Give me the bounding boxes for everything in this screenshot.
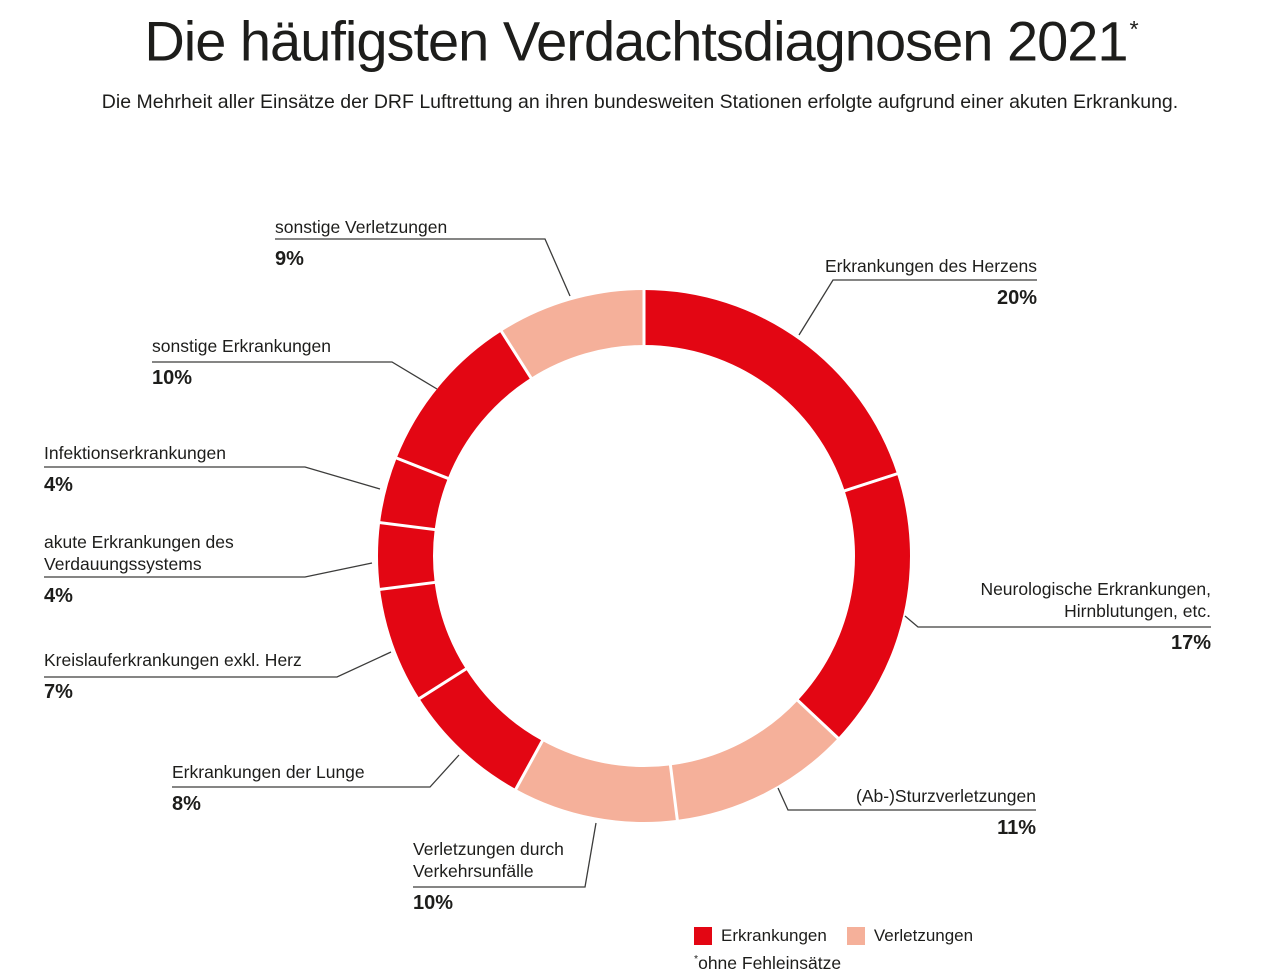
segment-value-sonstige_verletzungen: 9% [275, 248, 304, 270]
leader-line-herz [798, 279, 1037, 336]
donut-segment-sonstige_verletzungen [501, 290, 644, 378]
segment-label-sonstige_erkrankungen: sonstige Erkrankungen [152, 336, 331, 356]
donut-segment-kreislauf [380, 582, 466, 699]
footnote-marker: * [694, 953, 699, 965]
donut-segment-sonstige_erkrankungen [396, 331, 531, 479]
callout-infektion: Infektionserkrankungen 4% [44, 442, 226, 496]
donut-segment-verkehr [515, 740, 678, 822]
callout-verdauung: akute Erkrankungen des Verdauungssystems 4… [44, 531, 234, 607]
leader-line-verdauung [44, 562, 373, 578]
page-title: Die häufigsten Verdachtsdiagnosen 2021* [0, 0, 1280, 75]
segment-value-herz: 20% [996, 287, 1037, 309]
legend-label-erkrankungen: Erkrankungen [721, 926, 827, 945]
callout-neuro: Neurologische Erkrankungen, Hirnblutungen… [980, 578, 1211, 654]
donut-segment-sturz [670, 700, 838, 820]
donut-segment-infektion [380, 458, 448, 530]
segment-value-neuro: 17% [1170, 632, 1211, 654]
donut-segment-verdauung [378, 522, 435, 590]
callout-sonstige_verletzungen: sonstige Verletzungen 9% [275, 216, 447, 270]
legend: Erkrankungen Verletzungen [694, 926, 993, 946]
page-title-footnote-marker: * [1129, 16, 1139, 43]
donut-segment-lunge [419, 669, 543, 790]
segment-label-neuro: Neurologische Erkrankungen, Hirnblutungen… [980, 579, 1211, 621]
segment-label-lunge: Erkrankungen der Lunge [172, 762, 365, 782]
segment-separator [843, 472, 899, 493]
segment-label-verkehr: Verletzungen durch Verkehrsunfälle [413, 839, 564, 881]
donut-segment-herz [644, 290, 897, 491]
segment-label-infektion: Infektionserkrankungen [44, 443, 226, 463]
segment-separator [378, 521, 436, 532]
segment-label-verdauung: akute Erkrankungen des Verdauungssystems [44, 532, 234, 574]
segment-value-kreislauf: 7% [44, 681, 73, 703]
segment-separator [514, 739, 545, 791]
segment-separator [417, 667, 468, 701]
callout-herz: Erkrankungen des Herzens 20% [825, 255, 1037, 309]
segment-separator [796, 698, 840, 740]
segment-label-sonstige_verletzungen: sonstige Verletzungen [275, 217, 448, 237]
leader-line-sturz [777, 787, 1036, 811]
legend-swatch-erkrankungen [694, 927, 712, 945]
leader-line-kreislauf [44, 651, 392, 678]
callout-verkehr: Verletzungen durch Verkehrsunfälle 10% [413, 838, 564, 914]
leader-line-sonstige_verletzungen [275, 238, 571, 297]
segment-value-verdauung: 4% [44, 585, 73, 607]
footnote-text: ohne Fehleinsätze [698, 952, 842, 973]
segment-separator [378, 580, 436, 591]
leader-line-infektion [44, 466, 381, 490]
legend-label-verletzungen: Verletzungen [873, 926, 974, 945]
segment-value-lunge: 8% [172, 793, 201, 815]
segment-value-sonstige_erkrankungen: 10% [152, 367, 193, 389]
segment-value-sturz: 11% [997, 817, 1036, 839]
segment-label-kreislauf: Kreislauferkrankungen exkl. Herz [44, 650, 302, 670]
segment-separator [395, 456, 450, 481]
leader-line-neuro [904, 615, 1211, 628]
segment-value-verkehr: 10% [413, 892, 454, 914]
leader-line-lunge [172, 754, 460, 788]
leader-line-sonstige_erkrankungen [152, 361, 438, 390]
segment-separator [499, 329, 533, 380]
callout-sturz: (Ab-)Sturzverletzungen 11% [856, 785, 1036, 839]
callout-lunge: Erkrankungen der Lunge 8% [172, 761, 365, 815]
callout-sonstige_erkrankungen: sonstige Erkrankungen 10% [152, 335, 331, 389]
donut-segment-neuro [797, 473, 910, 739]
legend-swatch-verletzungen [846, 927, 865, 945]
page-title-text: Die häufigsten Verdachtsdiagnosen 2021 [144, 9, 1128, 73]
callout-kreislauf: Kreislauferkrankungen exkl. Herz 7% [44, 649, 302, 703]
segment-label-herz: Erkrankungen des Herzens [824, 256, 1037, 276]
footnote: *ohne Fehleinsätze [694, 948, 841, 974]
leader-line-verkehr [413, 822, 597, 888]
segment-label-sturz: (Ab-)Sturzverletzungen [856, 786, 1036, 806]
segment-separator [668, 764, 679, 822]
page-subtitle: Die Mehrheit aller Einsätze der DRF Luft… [101, 91, 1179, 113]
segment-value-infektion: 4% [44, 474, 73, 496]
